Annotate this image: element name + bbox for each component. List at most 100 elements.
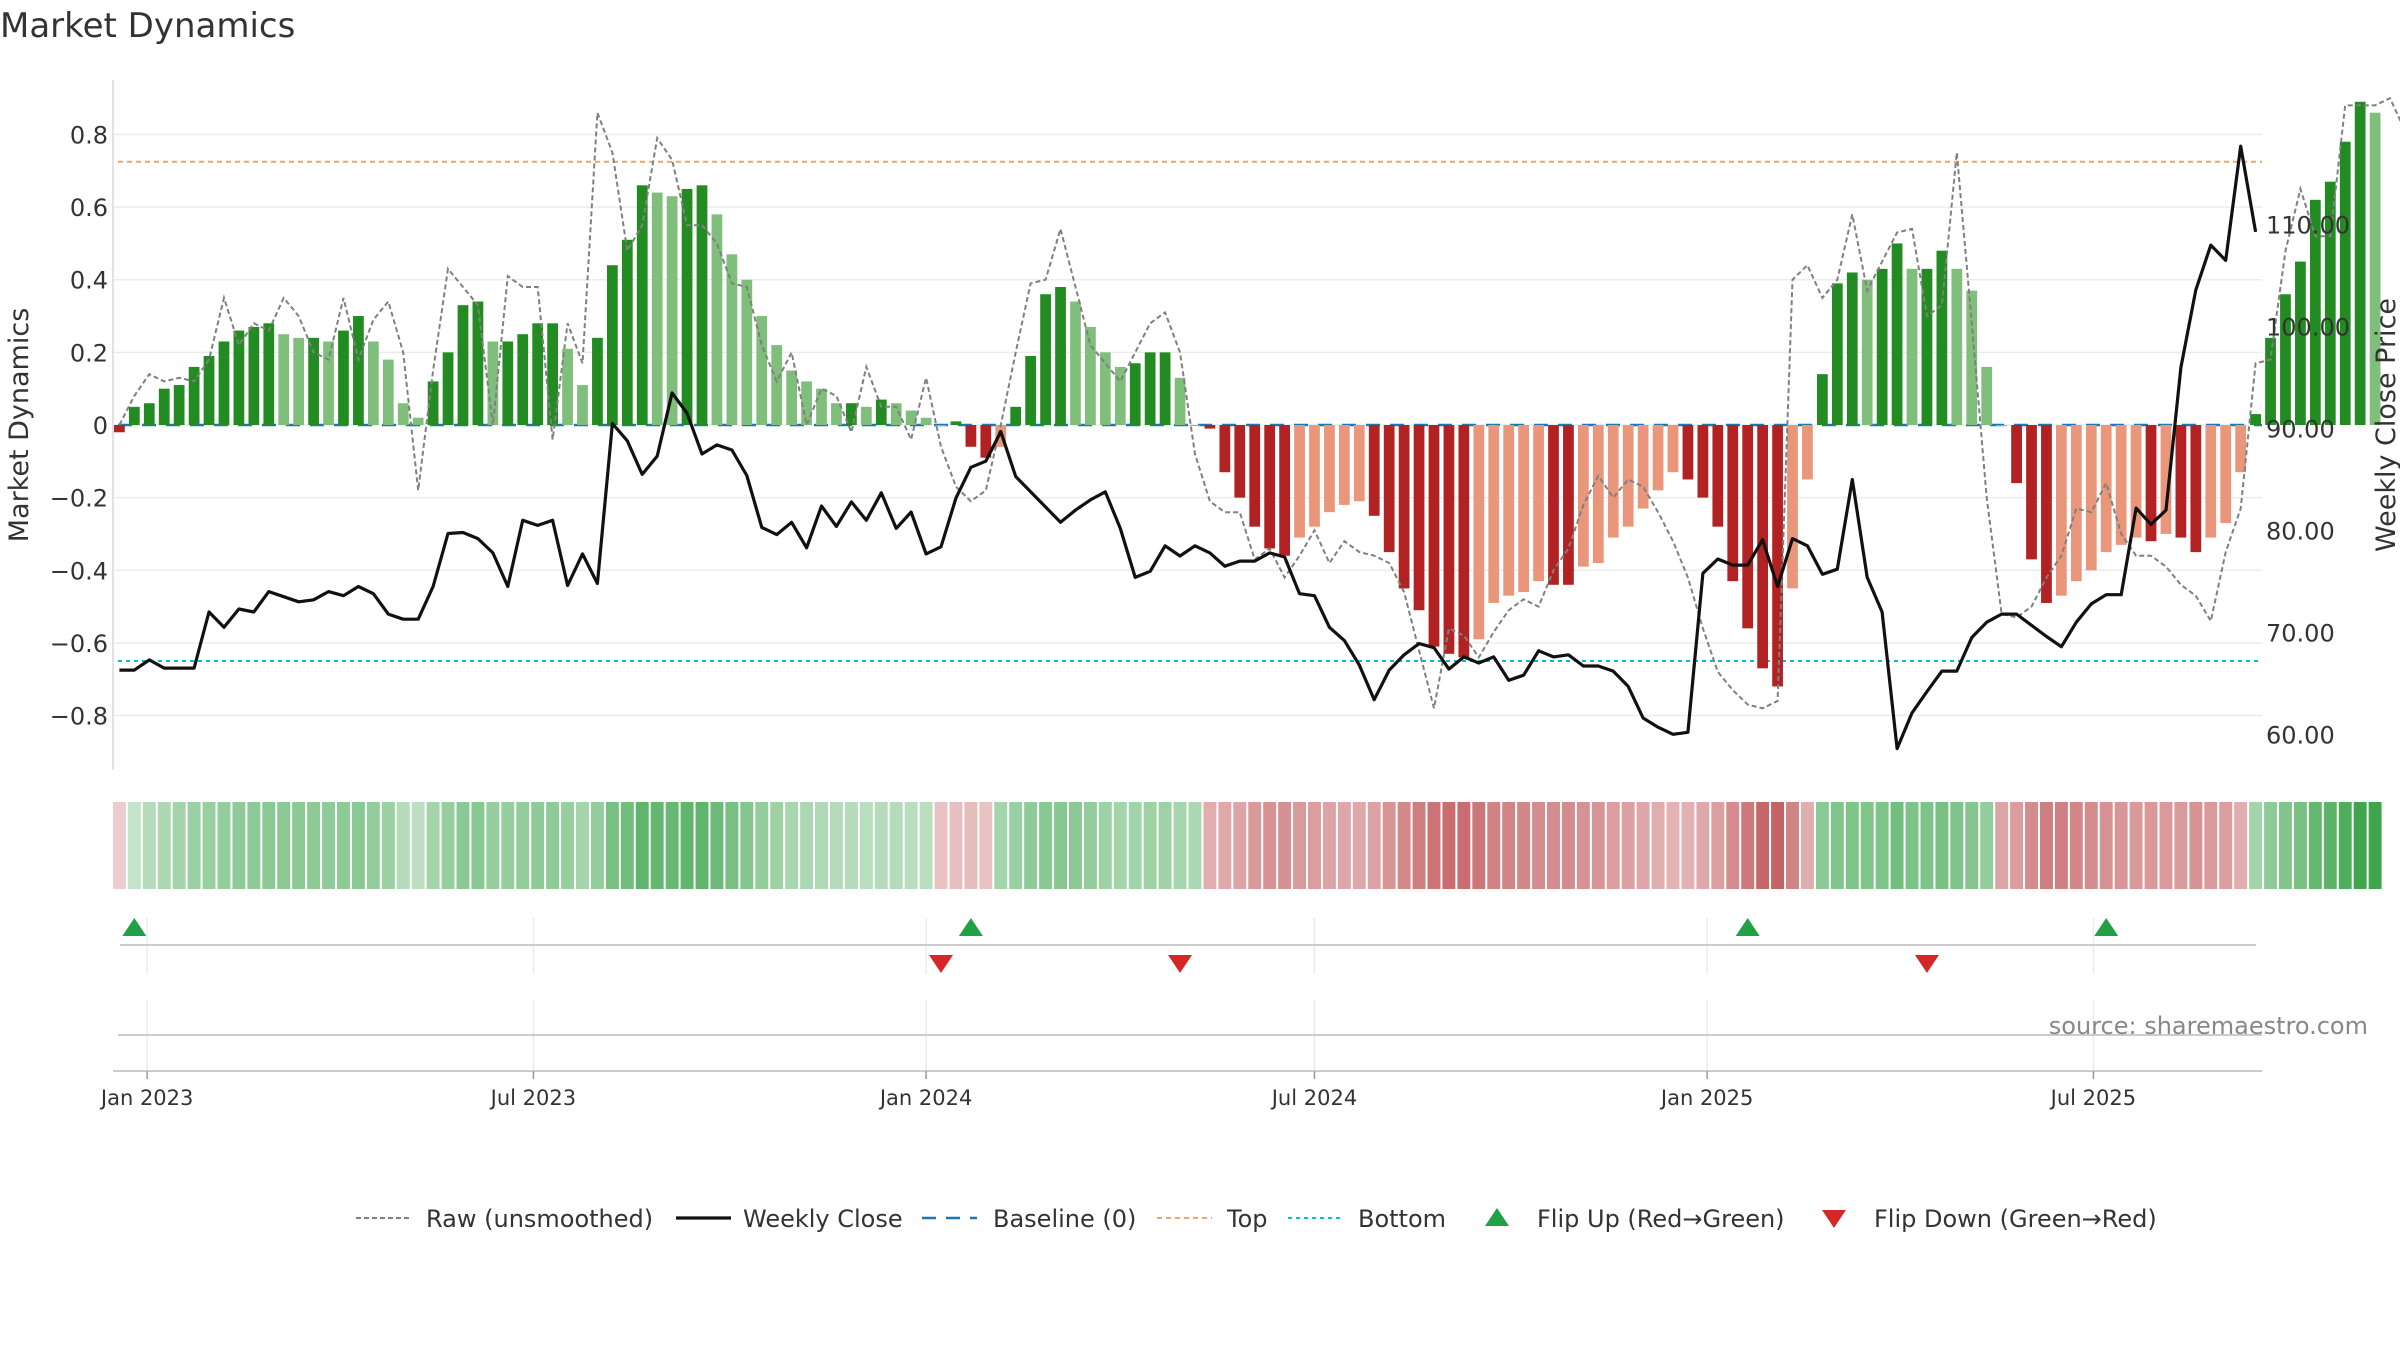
momentum-bar [278,334,290,425]
strip-cell [2219,802,2233,889]
momentum-bar [2041,425,2052,603]
momentum-bar [2145,425,2157,542]
strip-cell [1263,802,1277,889]
strip-cell [1995,802,2009,889]
y-tick-label: 0.2 [70,339,108,367]
momentum-bar [562,348,573,425]
momentum-bar [233,330,245,425]
flip-up-marker [2094,918,2119,936]
strip-cell [695,802,709,889]
momentum-bar [517,334,529,425]
momentum-bar [1189,425,1201,426]
momentum-bar [2011,425,2022,484]
momentum-bar [114,425,125,433]
momentum-bar [2175,425,2187,538]
momentum-bar [1174,377,1186,425]
strip-cell [889,802,903,889]
strip-cell [1830,802,1844,889]
strip-cell [1786,802,1799,889]
strip-cell [471,802,485,889]
legend-label-flip-down: Flip Down (Green→Red) [1874,1205,2157,1233]
strip-cell [1308,802,1321,889]
strip-cell [949,802,963,889]
momentum-bar [532,323,544,425]
momentum-bar [2220,425,2232,524]
strip-cell [1397,802,1411,889]
strip-cell [1606,802,1620,889]
momentum-bar [1070,301,1081,425]
momentum-bar [1622,425,1634,527]
strip-cell [2010,802,2024,889]
y-tick-label: 0.4 [70,267,108,295]
legend-swatch-flip-up [1485,1208,1509,1226]
strip-cell [1457,802,1471,889]
momentum-bar [920,417,932,425]
strip-cell [1352,802,1366,889]
strip-cell [337,802,350,889]
momentum-bar [621,239,633,425]
momentum-bar [382,359,394,425]
strip-cell [292,802,306,889]
momentum-bar [1428,425,1440,647]
momentum-bar [1518,425,1529,593]
empty-panel [113,1000,2262,1072]
momentum-bar [2235,425,2247,473]
momentum-bar [2339,141,2351,425]
strip-cell [1472,802,1486,889]
momentum-bar [2250,414,2261,425]
strip-cell [874,802,888,889]
strip-cell [1024,802,1038,889]
x-tick-label: Jan 2023 [99,1086,194,1110]
strip-cell [1875,802,1889,889]
strip-cell [2114,802,2128,889]
momentum-bar [1607,425,1619,538]
strip-cell [1756,802,1770,889]
momentum-bar [1682,425,1694,480]
momentum-bar [1398,425,1410,589]
strip-cell [1905,802,1919,889]
momentum-bar [681,188,693,425]
momentum-bar [1846,272,1858,425]
y-tick-label: 0.8 [70,121,108,149]
momentum-bar [1577,425,1589,567]
strip-cell [456,802,470,889]
strip-cell [561,802,575,889]
legend-swatch-flip-down [1822,1210,1846,1228]
strip-cell [1143,802,1157,889]
momentum-bar [2026,425,2037,560]
momentum-bar [1219,425,1231,473]
strip-cell [1367,802,1381,889]
momentum-bar [1010,406,1022,425]
y-tick-label: 0.6 [70,194,108,222]
strip-cell [1188,802,1202,889]
y2-tick-label: 60.00 [2266,721,2335,749]
strip-cell [2174,802,2188,889]
flip-markers [120,918,2256,974]
strip-cell [486,802,500,889]
y-tick-label: −0.4 [50,557,108,585]
momentum-bar [1757,425,1769,669]
reference-lines [118,160,2262,663]
strip-cell [1950,802,1964,889]
strip-cell [590,802,604,889]
raw-series-line [118,96,2400,710]
strip-cell [1651,802,1665,889]
strip-cell [725,802,739,889]
strip-cell [979,802,993,889]
momentum-bar [801,381,812,425]
y2-tick-label: 110.00 [2266,212,2350,240]
strip-cell [1427,802,1441,889]
momentum-bar [1099,352,1111,425]
momentum-bar [636,185,648,425]
y-tick-label: −0.6 [50,630,108,658]
axes: 0.8 0.6 0.4 0.2 0 −0.2 −0.4 −0.6 −0.8 110.00 100.0… [50,80,2350,770]
source-note: source: sharemaestro.com [2049,1012,2368,1040]
momentum-bar [696,185,708,425]
y-tick-label: 0 [93,412,108,440]
strip-cell [1965,802,1979,889]
strip-cell [844,802,858,889]
strip-cell [2039,802,2053,889]
y2-tick-label: 90.00 [2266,416,2335,444]
legend: Raw (unsmoothed) Weekly Close Baseline (0)… [356,1205,2157,1233]
strip-cell [2264,802,2278,889]
